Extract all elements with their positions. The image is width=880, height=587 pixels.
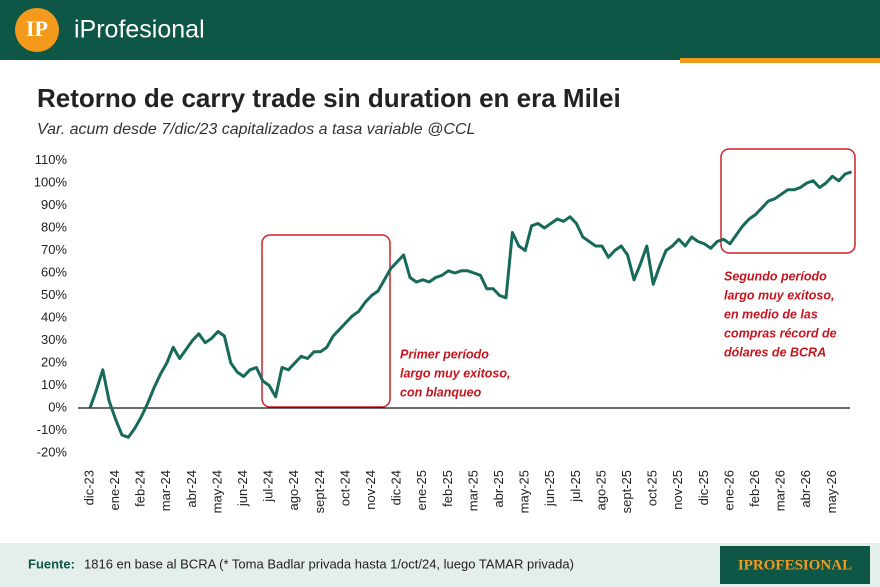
annotation-text: en medio de las xyxy=(724,307,818,321)
x-tick-label: may-26 xyxy=(824,470,839,513)
y-tick-label: 90% xyxy=(41,197,67,212)
logo-text: IP xyxy=(26,16,48,41)
y-tick-label: 10% xyxy=(41,377,67,392)
x-tick-label: feb-24 xyxy=(133,470,148,507)
footer-brand-box xyxy=(720,546,870,584)
header-accent xyxy=(680,58,880,63)
y-tick-label: 110% xyxy=(35,152,68,167)
y-tick-label: 80% xyxy=(41,219,67,234)
x-tick-label: oct-25 xyxy=(645,470,660,506)
y-tick-label: -20% xyxy=(37,444,68,459)
annotation-text: largo muy exitoso, xyxy=(400,366,510,380)
annotation-box xyxy=(720,148,856,254)
y-tick-label: -10% xyxy=(37,422,68,437)
line-series xyxy=(88,170,853,439)
x-tick-label: sept-24 xyxy=(312,470,327,513)
x-tick-label: abr-25 xyxy=(491,470,506,508)
x-tick-label: ene-24 xyxy=(107,470,122,510)
annotation-text: largo muy exitoso, xyxy=(724,288,834,302)
x-tick-label: ago-24 xyxy=(286,470,301,510)
x-tick-label: dic-24 xyxy=(389,470,404,505)
x-tick-label: ago-25 xyxy=(593,470,608,510)
x-tick-label: mar-25 xyxy=(465,470,480,511)
x-tick-label: abr-24 xyxy=(184,470,199,508)
annotation-box xyxy=(261,234,391,408)
x-tick-label: abr-26 xyxy=(798,470,813,508)
logo-circle xyxy=(15,8,59,52)
annotation-text: dólares de BCRA xyxy=(724,345,826,359)
y-tick-label: 0% xyxy=(48,399,67,414)
source-text: 1816 en base al BCRA (* Toma Badlar priv… xyxy=(84,556,574,571)
x-tick-label: nov-25 xyxy=(670,470,685,510)
x-tick-label: sept-25 xyxy=(619,470,634,513)
annotation-text: Primer período xyxy=(400,347,489,361)
y-tick-label: 50% xyxy=(41,287,67,302)
y-tick-label: 20% xyxy=(41,354,67,369)
brand[interactable]: iProfesional xyxy=(74,16,205,44)
x-tick-label: mar-26 xyxy=(773,470,788,511)
y-tick-label: 30% xyxy=(41,332,67,347)
annotation-text: compras récord de xyxy=(724,326,837,340)
chart-title: Retorno de carry trade sin duration en e… xyxy=(37,83,621,113)
x-tick-label: nov-24 xyxy=(363,470,378,510)
x-tick-label: jul-25 xyxy=(568,470,583,503)
y-tick-label: 60% xyxy=(41,264,67,279)
x-tick-label: dic-23 xyxy=(81,470,96,505)
x-tick-label: dic-25 xyxy=(696,470,711,505)
source-label: Fuente: xyxy=(28,556,75,571)
footer-brand[interactable]: IPROFESIONAL xyxy=(738,557,852,573)
y-tick-label: 40% xyxy=(41,309,67,324)
x-tick-label: ene-26 xyxy=(721,470,736,510)
x-tick-label: mar-24 xyxy=(158,470,173,511)
chart-subtitle: Var. acum desde 7/dic/23 capitalizados a… xyxy=(37,121,475,138)
annotation-text: con blanqueo xyxy=(400,385,482,399)
x-tick-label: jul-24 xyxy=(261,470,276,503)
x-tick-label: ene-25 xyxy=(414,470,429,510)
x-tick-label: jun-25 xyxy=(542,470,557,507)
x-tick-label: feb-26 xyxy=(747,470,762,507)
x-tick-label: may-24 xyxy=(209,470,224,513)
annotation-text: Segundo período xyxy=(724,269,827,283)
y-tick-label: 100% xyxy=(34,174,68,189)
header-bar xyxy=(0,0,880,60)
x-tick-label: oct-24 xyxy=(337,470,352,506)
x-tick-label: jun-24 xyxy=(235,470,250,507)
x-tick-label: feb-25 xyxy=(440,470,455,507)
y-tick-label: 70% xyxy=(41,242,67,257)
x-tick-label: may-25 xyxy=(517,470,532,513)
